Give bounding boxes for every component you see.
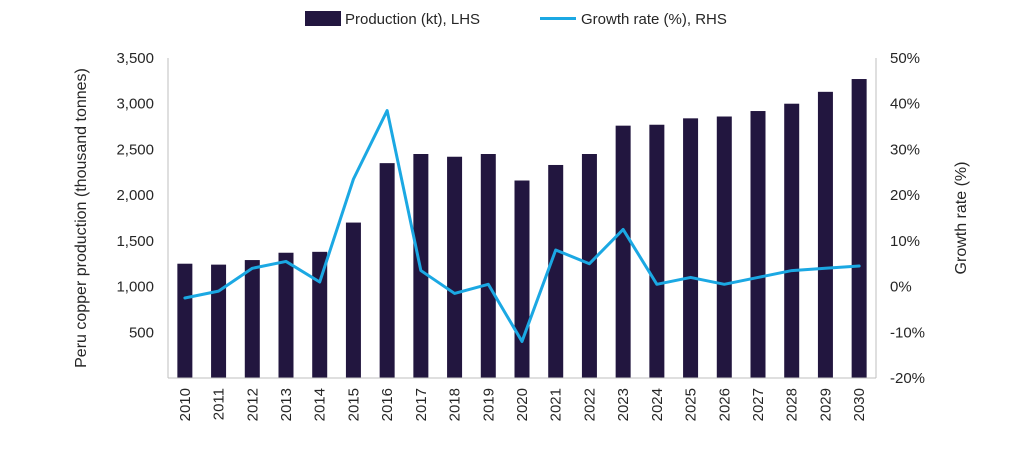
right-tick-label: 30% [890, 141, 920, 158]
right-axis: -20% -10% 0% 10% 20% 30% 40% 50% [875, 50, 925, 387]
x-tick-label: 2018 [447, 388, 464, 421]
legend-swatch-production [305, 11, 341, 26]
bar-2022 [581, 154, 597, 378]
right-tick-label: 20% [890, 187, 920, 204]
x-tick-label: 2016 [379, 388, 396, 421]
bar-2011 [211, 264, 227, 378]
legend: Production (kt), LHS Growth rate (%), RHS [305, 11, 727, 28]
x-tick-label: 2010 [177, 388, 194, 421]
bar-2028 [784, 103, 800, 379]
bar-2030 [851, 79, 867, 378]
x-tick-label: 2015 [345, 388, 362, 421]
legend-label-growth: Growth rate (%), RHS [581, 11, 727, 28]
bar-2023 [615, 125, 631, 378]
bar-2021 [548, 164, 564, 378]
legend-label-production: Production (kt), LHS [345, 11, 480, 28]
x-tick-label: 2028 [784, 388, 801, 421]
x-tick-label: 2022 [581, 388, 598, 421]
bar-series [177, 79, 867, 379]
x-tick-label: 2020 [514, 388, 531, 421]
x-tick-label: 2021 [548, 388, 565, 421]
left-tick-label: 2,500 [116, 141, 154, 158]
x-tick-label: 2026 [716, 388, 733, 421]
bar-2012 [244, 260, 260, 378]
bar-2029 [817, 91, 833, 378]
x-tick-label: 2023 [615, 388, 632, 421]
bar-2027 [750, 111, 766, 378]
right-tick-label: -10% [890, 324, 925, 341]
x-tick-label: 2013 [278, 388, 295, 421]
x-axis: 2010 2011 2012 2013 2014 2015 2016 2017 2018 2019… [168, 377, 876, 421]
left-tick-label: 500 [129, 324, 154, 341]
bar-2013 [278, 252, 294, 378]
x-tick-label: 2030 [851, 388, 868, 421]
right-axis-label: Growth rate (%) [953, 162, 970, 275]
x-tick-label: 2029 [817, 388, 834, 421]
bar-2018 [447, 156, 463, 378]
x-tick-label: 2014 [312, 388, 329, 421]
x-tick-label: 2012 [244, 388, 261, 421]
x-tick-label: 2027 [750, 388, 767, 421]
left-axis-label: Peru copper production (thousand tonnes) [73, 68, 90, 368]
bar-2019 [480, 154, 496, 378]
right-tick-label: -20% [890, 370, 925, 387]
right-tick-label: 50% [890, 50, 920, 67]
x-tick-label: 2024 [649, 388, 666, 421]
bar-2015 [345, 222, 361, 378]
bar-2016 [379, 163, 395, 378]
left-tick-label: 3,000 [116, 96, 154, 113]
left-tick-label: 3,500 [116, 50, 154, 67]
bar-2025 [683, 118, 699, 378]
left-tick-label: 1,500 [116, 233, 154, 250]
left-axis: 500 1,000 1,500 2,000 2,500 3,000 3,500 [116, 50, 169, 378]
right-tick-label: 40% [890, 96, 920, 113]
right-tick-label: 10% [890, 233, 920, 250]
bar-2010 [177, 263, 193, 378]
bar-2020 [514, 180, 530, 378]
left-tick-label: 2,000 [116, 187, 154, 204]
x-tick-label: 2017 [413, 388, 430, 421]
bar-2024 [649, 124, 665, 379]
bar-2026 [716, 116, 732, 378]
growth-rate-line [183, 109, 861, 343]
bar-2014 [312, 251, 328, 378]
x-tick-label: 2011 [211, 388, 228, 420]
right-tick-label: 0% [890, 279, 912, 296]
line-series [183, 109, 861, 343]
x-tick-label: 2025 [683, 388, 700, 421]
x-tick-label: 2019 [480, 388, 497, 421]
left-tick-label: 1,000 [116, 279, 154, 296]
